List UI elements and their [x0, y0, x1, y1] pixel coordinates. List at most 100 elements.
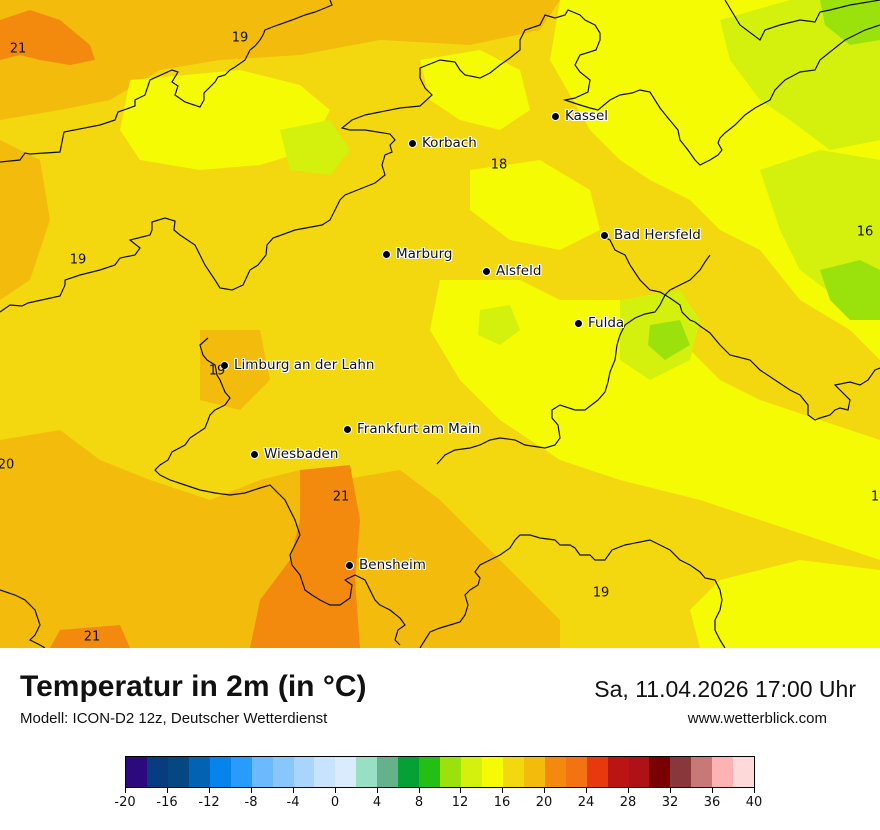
city-marker: Fulda: [574, 315, 624, 331]
colorbar-tick: [209, 788, 210, 793]
isoline-label: 21: [332, 489, 350, 505]
colorbar-tick: [670, 788, 671, 793]
colorbar-segment: [356, 757, 378, 787]
isoline-label: 19: [231, 30, 249, 46]
city-marker: Bad Hersfeld: [600, 227, 701, 243]
city-dot-icon: [220, 360, 229, 370]
colorbar-segment: [419, 757, 441, 787]
colorbar-tick: [419, 788, 420, 793]
colorbar-tick-label: 0: [330, 795, 340, 810]
colorbar-tick-label: 40: [745, 795, 763, 810]
city-marker: Frankfurt am Main: [343, 421, 480, 437]
city-name: Kassel: [565, 108, 609, 124]
colorbar-tick-label: 8: [414, 795, 424, 810]
model-info: Modell: ICON-D2 12z, Deutscher Wetterdie…: [20, 710, 328, 727]
colorbar-tick-label: 24: [577, 795, 595, 810]
colorbar-tick: [167, 788, 168, 793]
colorbar-segment: [670, 757, 692, 787]
colorbar-tick: [502, 788, 503, 793]
colorbar-segment: [146, 757, 168, 787]
colorbar-segment: [628, 757, 650, 787]
isoline-label: 21: [9, 41, 27, 57]
colorbar-tick-label: 28: [619, 795, 637, 810]
city-marker: Bensheim: [345, 557, 426, 573]
city-name: Korbach: [422, 135, 477, 151]
border-lines: [0, 0, 880, 648]
colorbar-segment: [167, 757, 189, 787]
city-name: Wiesbaden: [264, 446, 339, 462]
colorbar-segment: [209, 757, 231, 787]
city-dot-icon: [250, 449, 259, 459]
colorbar-segment: [565, 757, 587, 787]
city-name: Fulda: [588, 315, 625, 331]
colorbar-tick: [125, 788, 126, 793]
city-dot-icon: [600, 230, 609, 240]
colorbar-segment: [502, 757, 524, 787]
colorbar-segment: [586, 757, 608, 787]
map-footer: Temperatur in 2m (in °C) Modell: ICON-D2…: [0, 648, 880, 830]
city-dot-icon: [343, 424, 352, 434]
colorbar-segment: [733, 757, 755, 787]
city-name: Marburg: [396, 246, 453, 262]
isoline-label: 16: [856, 224, 874, 240]
colorbar-segment: [649, 757, 671, 787]
colorbar-tick: [754, 788, 755, 793]
colorbar-tick: [586, 788, 587, 793]
isoline-label: 1: [870, 489, 880, 505]
colorbar-tick-label: 32: [661, 795, 679, 810]
city-marker: Korbach: [408, 135, 477, 151]
city-name: Limburg an der Lahn: [234, 357, 375, 373]
colorbar-tick-label: 12: [451, 795, 469, 810]
temperature-field: [0, 0, 880, 648]
colorbar-tick: [251, 788, 252, 793]
temperature-map: Kassel Korbach Bad Hersfeld Marburg Alsfeld F…: [0, 0, 880, 649]
colorbar-tick-label: -8: [244, 795, 258, 810]
colorbar-segment: [544, 757, 566, 787]
colorbar-tick-label: 16: [493, 795, 511, 810]
city-marker: Wiesbaden: [250, 446, 338, 462]
colorbar-tick-label: 36: [703, 795, 721, 810]
colorbar-tick: [544, 788, 545, 793]
colorbar-tick: [377, 788, 378, 793]
city-marker: Kassel: [551, 108, 608, 124]
city-dot-icon: [482, 266, 491, 276]
isoline-label: 19: [592, 585, 610, 601]
city-marker: Alsfeld: [482, 263, 541, 279]
colorbar-tick-label: 4: [372, 795, 382, 810]
city-marker: Marburg: [382, 246, 452, 262]
colorbar-segment: [523, 757, 545, 787]
city-dot-icon: [408, 138, 417, 148]
city-name: Bad Hersfeld: [614, 227, 701, 243]
isoline-label: 18: [490, 157, 508, 173]
forecast-datetime: Sa, 11.04.2026 17:00 Uhr: [594, 676, 856, 702]
colorbar-segment: [251, 757, 273, 787]
colorbar-tick: [335, 788, 336, 793]
colorbar-segment: [335, 757, 357, 787]
isoline-label: 19: [69, 252, 87, 268]
city-name: Bensheim: [359, 557, 426, 573]
city-name: Frankfurt am Main: [357, 421, 481, 437]
city-dot-icon: [551, 111, 560, 121]
colorbar-segment: [398, 757, 420, 787]
colorbar-tick-label: 20: [535, 795, 553, 810]
colorbar-tick: [460, 788, 461, 793]
isoline-label: 20: [0, 457, 15, 473]
colorbar-tick-label: -4: [286, 795, 300, 810]
temperature-colorbar: [125, 756, 755, 788]
colorbar-segment: [126, 757, 147, 787]
city-dot-icon: [382, 249, 391, 259]
colorbar-segment: [314, 757, 336, 787]
isoline-label: 19: [208, 363, 226, 379]
colorbar-tick: [712, 788, 713, 793]
colorbar-tick: [628, 788, 629, 793]
colorbar-segment: [230, 757, 252, 787]
colorbar-ticks: -20 -16 -12 -8 -4 0 4 8 12 16 20 24 28 32 36 40: [114, 788, 762, 818]
website-link[interactable]: www.wetterblick.com: [687, 710, 827, 727]
colorbar-segment: [440, 757, 461, 787]
colorbar-tick-label: -20: [114, 795, 136, 810]
city-dot-icon: [574, 318, 583, 328]
chart-title: Temperatur in 2m (in °C): [20, 670, 367, 703]
colorbar-segment: [293, 757, 315, 787]
city-name: Alsfeld: [496, 263, 542, 279]
colorbar-tick-label: -16: [156, 795, 178, 810]
